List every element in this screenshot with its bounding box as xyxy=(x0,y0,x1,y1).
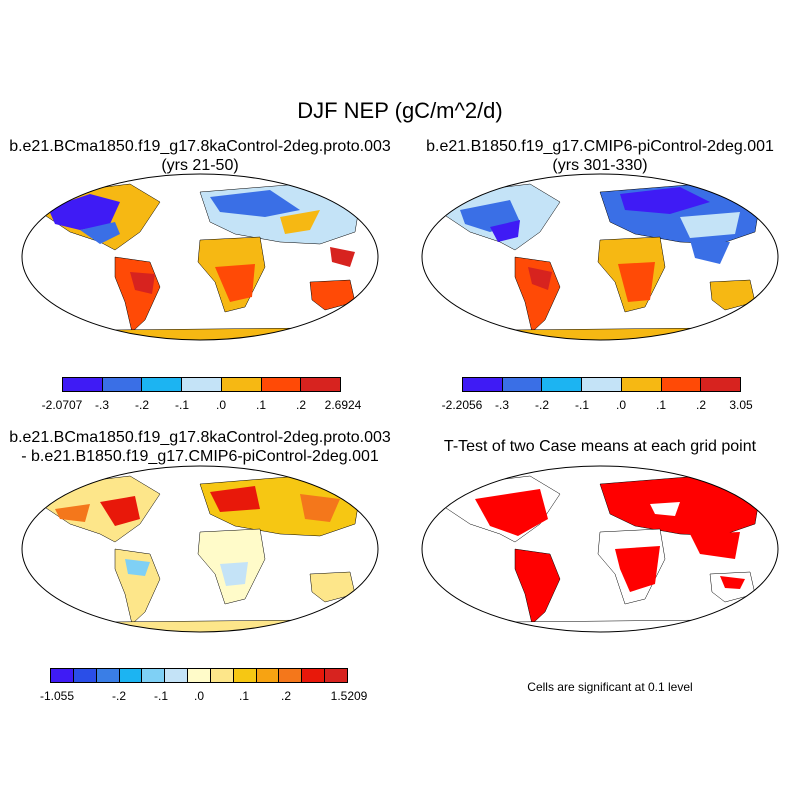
significance-note: Cells are significant at 0.1 level xyxy=(527,680,693,694)
colorbar-label: -1.055 xyxy=(39,689,75,703)
colorbar-swatch xyxy=(621,378,662,391)
map-panel-2 xyxy=(421,173,779,341)
colorbar-swatch xyxy=(182,378,222,391)
colorbar-label: -.2 xyxy=(111,689,127,703)
panel-2-title-line1: b.e21.B1850.f19_g17.CMIP6-piControl-2deg… xyxy=(426,138,774,155)
panel-3-title-line1: b.e21.BCma1850.f19_g17.8kaControl-2deg.p… xyxy=(9,429,391,446)
colorbar-swatch xyxy=(119,669,143,682)
colorbar-swatch xyxy=(661,378,702,391)
map-panel-1 xyxy=(21,173,379,341)
colorbar-swatch xyxy=(63,378,103,391)
colorbar-label: .2 xyxy=(295,398,307,412)
colorbar-panel-1 xyxy=(62,377,341,392)
colorbar-swatch xyxy=(188,669,211,682)
panel-2-title: b.e21.B1850.f19_g17.CMIP6-piControl-2deg… xyxy=(400,137,800,175)
colorbar-label: 2.6924 xyxy=(324,398,362,412)
map-panel-3 xyxy=(21,465,379,633)
panel-1-title-line2: (yrs 21-50) xyxy=(161,157,239,174)
panel-1-title: b.e21.BCma1850.f19_g17.8kaControl-2deg.p… xyxy=(0,137,400,175)
colorbar-label: .0 xyxy=(615,398,627,412)
colorbar-swatch xyxy=(233,669,257,682)
colorbar-label: .1 xyxy=(255,398,267,412)
colorbar-label: -.2 xyxy=(534,398,550,412)
map-panel-4 xyxy=(421,465,779,633)
page-title: DJF NEP (gC/m^2/d) xyxy=(297,98,503,123)
colorbar-panel-3 xyxy=(50,668,348,683)
colorbar-swatch xyxy=(582,378,622,391)
colorbar-swatch xyxy=(142,378,183,391)
panel-2-title-line2: (yrs 301-330) xyxy=(552,157,648,174)
colorbar-label: .2 xyxy=(280,689,292,703)
panel-4-title: T-Test of two Case means at each grid po… xyxy=(400,437,800,456)
colorbar-swatch xyxy=(502,378,543,391)
colorbar-label: .0 xyxy=(215,398,227,412)
colorbar-swatch xyxy=(301,378,341,391)
panel-1-title-line1: b.e21.BCma1850.f19_g17.8kaControl-2deg.p… xyxy=(9,138,391,155)
colorbar-label: .1 xyxy=(238,689,250,703)
colorbar-label: .1 xyxy=(655,398,667,412)
colorbar-label: -.3 xyxy=(494,398,510,412)
colorbar-swatch xyxy=(463,378,503,391)
panel-4-title-line1: T-Test of two Case means at each grid po… xyxy=(443,438,757,455)
colorbar-swatch xyxy=(701,378,741,391)
colorbar-swatch xyxy=(256,669,280,682)
colorbar-swatch xyxy=(542,378,583,391)
colorbar-label: -.1 xyxy=(174,398,190,412)
colorbar-label: .2 xyxy=(695,398,707,412)
colorbar-label: .0 xyxy=(193,689,205,703)
panel-3-title-line2: - b.e21.B1850.f19_g17.CMIP6-piControl-2d… xyxy=(21,448,379,465)
colorbar-label: -2.0707 xyxy=(41,398,83,412)
colorbar-swatch xyxy=(96,669,120,682)
colorbar-panel-2 xyxy=(462,377,741,392)
colorbar-label: -.2 xyxy=(134,398,150,412)
colorbar-label: -.3 xyxy=(94,398,110,412)
colorbar-swatch xyxy=(165,669,189,682)
colorbar-swatch xyxy=(142,669,166,682)
panel-3-title: b.e21.BCma1850.f19_g17.8kaControl-2deg.p… xyxy=(0,428,400,466)
colorbar-label: 3.05 xyxy=(729,398,753,412)
colorbar-swatch xyxy=(73,669,97,682)
colorbar-swatch xyxy=(51,669,74,682)
colorbar-swatch xyxy=(325,669,347,682)
colorbar-label: -.1 xyxy=(574,398,590,412)
colorbar-label: -.1 xyxy=(153,689,169,703)
colorbar-swatch xyxy=(221,378,262,391)
colorbar-swatch xyxy=(279,669,303,682)
colorbar-label: 1.5209 xyxy=(330,689,368,703)
colorbar-swatch xyxy=(261,378,302,391)
colorbar-swatch xyxy=(302,669,326,682)
colorbar-swatch xyxy=(210,669,234,682)
colorbar-label: -2.2056 xyxy=(441,398,483,412)
colorbar-swatch xyxy=(102,378,143,391)
